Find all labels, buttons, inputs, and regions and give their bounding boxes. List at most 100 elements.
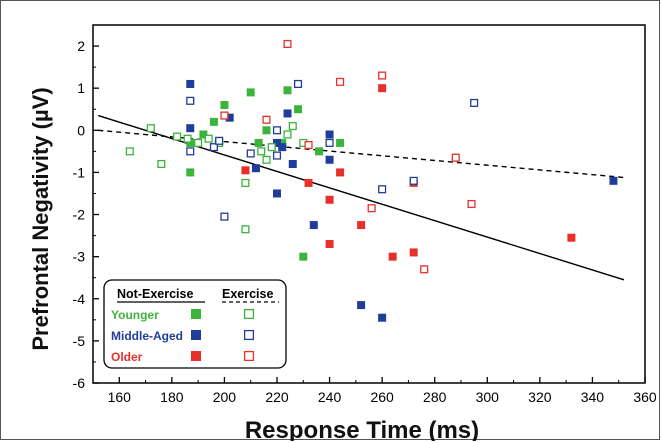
data-point-older-not-exercise [378, 84, 387, 93]
data-point-middle-exercise [272, 151, 282, 160]
data-point-older-exercise [420, 265, 429, 274]
data-point-middle-not-exercise [309, 221, 318, 230]
data-point-middle-not-exercise [251, 164, 260, 173]
data-point-younger-exercise [288, 122, 297, 131]
legend-marker-younger-not-exercise [191, 309, 201, 319]
data-point-middle-exercise [293, 79, 303, 89]
data-point-younger-exercise [204, 134, 213, 143]
data-point-younger-exercise [157, 159, 166, 169]
legend-label-older: Older [111, 350, 143, 364]
data-point-younger-exercise [283, 130, 292, 139]
data-point-middle-not-exercise [273, 189, 281, 198]
data-point-younger-exercise [241, 178, 250, 187]
data-point-younger-exercise [183, 134, 192, 143]
legend-label-middle: Middle-Aged [111, 329, 183, 343]
legend: Not-Exercise Exercise Younger Middle-Aged Ol… [103, 279, 287, 369]
legend-label-younger: Younger [111, 308, 159, 322]
data-point-middle-exercise [409, 176, 418, 185]
data-point-older-not-exercise [388, 252, 397, 261]
data-point-middle-exercise [186, 147, 195, 156]
data-point-middle-exercise [272, 126, 282, 135]
x-tick-label: 340 [581, 389, 605, 405]
data-point-older-exercise [262, 115, 271, 124]
data-point-younger-not-exercise [278, 138, 287, 147]
data-point-middle-not-exercise [283, 109, 292, 118]
legend-header-exercise: Exercise [222, 287, 273, 301]
data-point-older-not-exercise [567, 233, 576, 242]
x-tick-label: 220 [265, 389, 289, 405]
y-tick-label: -6 [73, 375, 86, 391]
y-tick-label: 1 [77, 80, 85, 96]
data-point-older-exercise [336, 77, 345, 86]
data-point-older-not-exercise [357, 221, 366, 230]
data-point-younger-not-exercise [186, 138, 195, 147]
data-point-middle-exercise [209, 143, 218, 152]
x-axis-label: Response Time (ms) [245, 417, 479, 441]
data-point-middle-not-exercise [325, 130, 334, 139]
fit-line-exercise [98, 129, 625, 179]
data-point-younger-exercise [146, 124, 155, 133]
data-point-middle-exercise [220, 212, 229, 221]
data-points [125, 39, 618, 322]
data-point-older-not-exercise [325, 195, 334, 204]
data-point-older-exercise [451, 153, 460, 162]
y-tick-label: -3 [73, 249, 86, 265]
data-point-middle-not-exercise [378, 313, 387, 322]
data-point-middle-not-exercise [186, 124, 195, 133]
data-point-younger-not-exercise [262, 126, 271, 135]
data-point-younger-not-exercise [254, 138, 263, 147]
x-tick-label: 260 [370, 389, 394, 405]
y-axis-label: Prefrontal Negativity (µV) [28, 87, 53, 350]
data-point-younger-not-exercise [315, 147, 324, 156]
data-point-younger-not-exercise [283, 86, 292, 95]
axes [92, 24, 646, 384]
data-point-older-exercise [283, 39, 292, 49]
data-point-middle-not-exercise [278, 143, 287, 152]
data-point-younger-not-exercise [186, 168, 195, 177]
data-point-older-exercise [220, 111, 229, 120]
data-point-younger-exercise [262, 155, 271, 164]
x-tick-label: 180 [160, 389, 184, 405]
data-point-older-exercise [378, 71, 387, 80]
data-point-older-not-exercise [336, 168, 345, 177]
data-point-middle-exercise [325, 138, 334, 147]
data-point-middle-not-exercise [288, 159, 297, 168]
y-tick-label: 0 [77, 122, 85, 138]
x-tick-label: 160 [108, 389, 132, 405]
fit-line-not-exercise [98, 114, 625, 281]
data-point-younger-not-exercise [220, 101, 229, 110]
data-point-younger-not-exercise [246, 88, 255, 97]
data-point-younger-exercise [267, 143, 276, 152]
data-point-older-exercise [367, 204, 376, 213]
data-point-middle-exercise [470, 98, 479, 107]
data-point-younger-not-exercise [299, 252, 308, 261]
data-point-middle-not-exercise [609, 176, 618, 185]
data-point-middle-not-exercise [186, 79, 195, 88]
data-point-middle-not-exercise [225, 113, 234, 122]
data-point-older-not-exercise [241, 166, 250, 175]
x-tick-label: 320 [528, 389, 552, 405]
data-point-younger-not-exercise [294, 105, 303, 114]
legend-marker-younger-exercise [243, 308, 255, 320]
data-point-middle-not-exercise [357, 301, 366, 310]
legend-marker-middle-exercise [243, 329, 255, 341]
y-tick-label: -4 [73, 291, 86, 307]
data-point-younger-exercise [257, 147, 266, 156]
data-point-younger-not-exercise [336, 138, 345, 147]
data-point-middle-exercise [246, 149, 255, 158]
data-point-older-exercise [304, 140, 313, 150]
data-point-younger-not-exercise [199, 130, 208, 139]
data-point-middle-not-exercise [325, 155, 334, 164]
data-point-younger-exercise [194, 138, 203, 147]
data-point-younger-exercise [173, 132, 182, 141]
y-tick-label: -2 [73, 207, 86, 223]
x-tick-label: 200 [213, 389, 237, 405]
legend-marker-older-not-exercise [191, 351, 201, 361]
x-tick-label: 240 [318, 389, 342, 405]
data-point-younger-exercise [241, 225, 250, 234]
legend-marker-middle-not-exercise [191, 330, 201, 340]
data-point-middle-exercise [378, 185, 387, 194]
x-tick-label: 300 [476, 389, 500, 405]
data-point-older-not-exercise [409, 248, 418, 257]
